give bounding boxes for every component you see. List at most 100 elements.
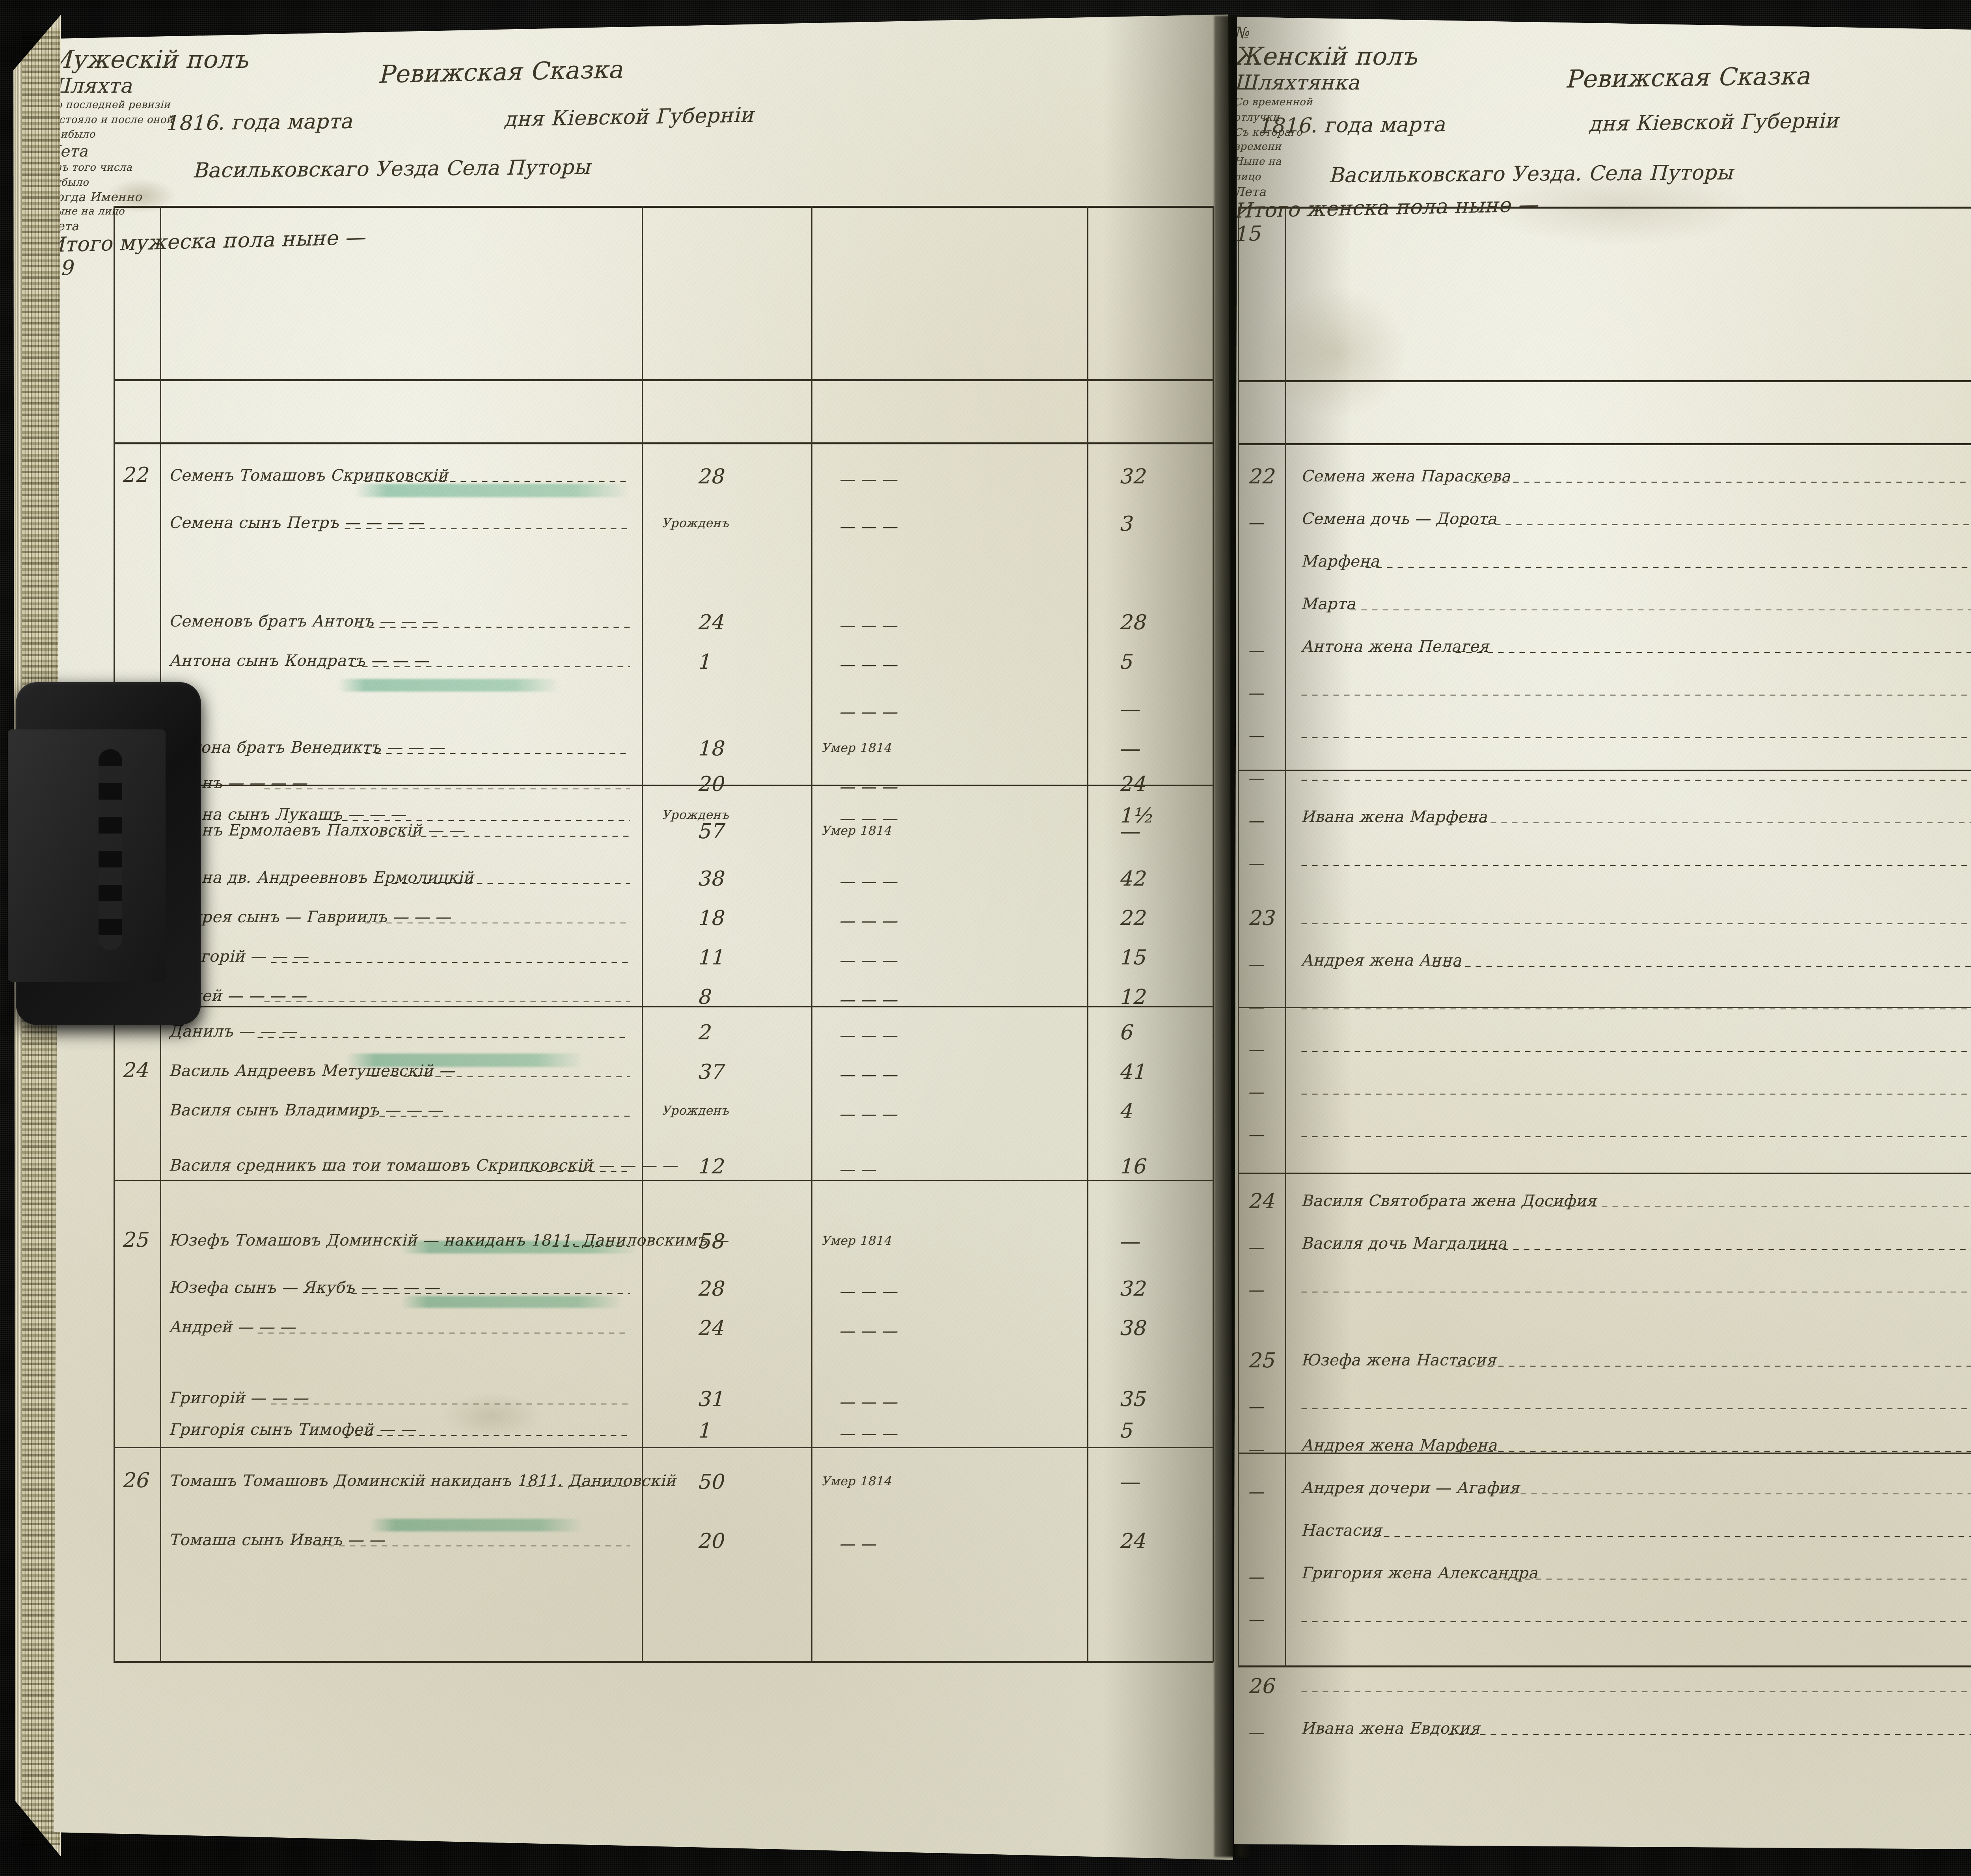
removed-when-cell: — — [839,1535,876,1553]
removed-when-cell: Умер 1814 [821,823,891,837]
dash-filler: –––––––––––––––––––––––––––––––––––––––– [364,744,630,760]
family-separator [1238,770,1971,771]
right-page-village-line: Васильковскаго Уезда. Села Путоры [1328,160,1733,187]
previous-age-cell: 31 [697,1387,723,1411]
previous-age-cell: 38 [697,867,723,890]
highlight-mark [346,1054,583,1067]
removed-when-cell: — — — [839,1026,897,1044]
removed-when-cell: — — — [839,703,897,721]
dash-filler: –––––––––––––––––––––––––––––––––––––––– [351,658,630,673]
dash-filler: ––––––––––––––––––––––––––––––––––––––––… [1301,1128,1971,1143]
dash-filler: ––––––––––––––––––––––––––––––––––––––––… [1301,1683,1971,1699]
removed-when-cell: Умер 1814 [821,1474,891,1488]
removed-when-cell: — — — [839,912,897,930]
right-page: Ревижская Сказка 1816. года марта дня Кi… [1234,9,1971,1863]
left-page-province-line: дня Кiевской Губернiи [503,103,754,131]
book-holder-clip[interactable] [16,682,201,1025]
removed-when-cell: — — — [839,470,897,488]
previous-age-cell: 1 [697,650,710,673]
family-number-cell: — [1248,1610,1264,1628]
present-age-cell: 3 [1119,512,1132,535]
right-page-title: Ревижская Сказка [1565,61,1810,93]
previous-age-cell: 28 [697,464,723,488]
dash-filler: –––––––––––––––––––––––––––––––––––––––– [264,993,630,1009]
previous-age-cell: 58 [697,1229,723,1253]
table-subheader-divider-right [1238,443,1971,445]
removed-when-cell: — — — [839,655,897,673]
family-number-cell: — [1248,1723,1264,1741]
dash-filler: –––––––––––––––––––––––––––––––––––––––– [344,1427,630,1442]
present-age-cell: 41 [1119,1060,1145,1083]
dash-filler: ––––––––––––––––––––––––––––––––––––––––… [1301,1283,1971,1299]
previous-age-cell: 18 [697,737,723,760]
family-number-cell: — [1248,726,1264,744]
present-age-cell: 4 [1119,1099,1132,1123]
family-separator [1238,1173,1971,1174]
removed-when-cell: — — — [839,990,897,1009]
dash-filler: ––––––––––––––––––––––––––––––––––––––––… [1301,915,1971,931]
removed-when-cell: — — — [839,1322,897,1340]
header-male-sex-sub: Шляхта [47,74,1233,97]
paper-texture-left [47,13,1233,1862]
family-number-cell: — [1248,998,1264,1016]
previous-age-cell: 37 [697,1060,723,1083]
family-number-cell: 26 [121,1468,148,1492]
family-number-cell: — [1248,1397,1264,1415]
previous-age-cell: 20 [697,1529,723,1553]
previous-age-cell: 24 [697,610,723,634]
previous-age-cell: 1 [697,1419,710,1442]
dash-filler: –––––––––––––––––––––––––––––––––––––––– [378,827,630,843]
previous-age-cell: 50 [697,1470,723,1494]
present-age-cell: 32 [1119,464,1145,488]
dash-filler: –––––––––––––––––––––––––––––––––––––––– [391,875,630,890]
removed-when-cell: — — — [839,778,897,796]
family-number-cell: — [1248,1083,1264,1101]
family-number-cell: — [1248,684,1264,702]
dash-filler: –––––––––––––––––––––––––––––––––––––––– [257,1324,630,1340]
previous-age-cell: 11 [697,945,723,969]
left-page-date-line: 1816. года марта [165,109,353,135]
table-border-bottom-right [1238,1665,1971,1667]
paper-stain [1265,285,1407,420]
family-number-cell: — [1248,1125,1264,1143]
present-age-cell: 6 [1119,1020,1132,1044]
dash-filler: –––––––––––––––––––––––––––––––––––––––– [358,1107,630,1123]
present-age-cell: — [1119,1470,1140,1494]
dash-filler: ––––––––––––––––––––––––––––––––––––––––… [1301,729,1971,744]
present-age-cell: 22 [1119,906,1145,930]
present-age-cell: — [1119,697,1140,721]
dash-filler: ––––––––––––––––––––––––––––––––––––––––… [1455,643,1971,659]
header-prev-revision-sub: Лета [47,142,1233,160]
family-number-cell: — [1248,769,1264,787]
family-number-cell: 23 [1248,906,1274,930]
dash-filler: ––––––––––––––––––––––––––––––––––––––––… [1470,1240,1971,1256]
dash-filler: ––––––––––––––––––––––––––––––––––––––––… [1301,1042,1971,1058]
removed-when-cell: — — — [839,951,897,969]
highlight-mark [401,1241,638,1253]
family-separator [114,1447,1213,1448]
dash-filler: –––––––––––––––––––––––––––––––––––––––– [317,1537,630,1553]
family-number-cell: 25 [121,1228,148,1251]
col-divider-prev-age [811,206,812,1662]
previous-age-cell: 20 [697,772,723,796]
present-age-cell: 32 [1119,1277,1145,1300]
present-age-cell: — [1119,819,1140,843]
family-number-cell: — [1248,1040,1264,1058]
dash-filler: ––––––––––––––––––––––––––––––––––––––––… [1492,1570,1971,1586]
dash-filler: ––––––––––––––––––––––––––––––––––––––––… [1462,516,1971,531]
family-number-cell: — [1248,1483,1264,1501]
family-number-cell: 22 [1248,464,1274,488]
removed-when-cell: — — — [839,616,897,634]
removed-when-cell: Умер 1814 [821,1233,891,1248]
header-family-no-sub-right: № [1234,24,1971,42]
left-page: Ревижская Сказка 1816. года марта дня Кi… [47,13,1233,1862]
dash-filler: ––––––––––––––––––––––––––––––––––––––––… [1301,686,1971,702]
present-age-cell: 35 [1119,1387,1145,1411]
removed-when-cell: — — [839,1160,876,1178]
present-age-cell: 12 [1119,985,1145,1009]
dash-filler: ––––––––––––––––––––––––––––––––––––––––… [1301,1613,1971,1628]
table-border-right [1213,206,1214,1662]
dash-filler: –––––––––––––––––––––––––––––––––––––––– [371,1068,630,1083]
dash-filler: ––––––––––––––––––––––––––––––––––––––––… [1301,1000,1971,1016]
previous-age-cell: 28 [697,1277,723,1300]
